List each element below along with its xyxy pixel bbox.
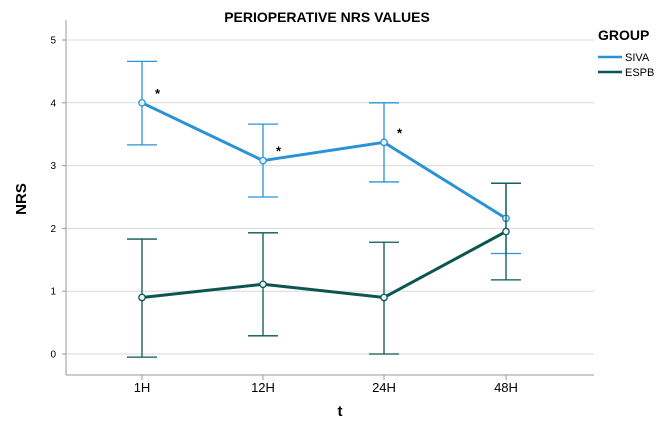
significance-marker: *: [276, 144, 282, 159]
data-point: [380, 138, 388, 147]
series-line: [141, 230, 507, 299]
x-tick-label: 12H: [251, 380, 275, 395]
legend-label-espb: ESPB: [625, 67, 654, 79]
y-tick-label: 3: [50, 161, 56, 172]
data-point: [138, 98, 146, 107]
series-espb: [127, 182, 521, 358]
data-point: [259, 156, 267, 165]
data-point: [380, 293, 388, 302]
y-tick-label: 2: [50, 224, 56, 235]
data-point: [259, 280, 267, 289]
gridlines: [66, 39, 594, 355]
data-point: [502, 227, 510, 236]
significance-marker: *: [397, 125, 403, 140]
significance-marker: *: [155, 86, 161, 101]
y-tick-label: 1: [50, 287, 56, 298]
y-ticks: 0 1 2 3 4 5: [50, 36, 66, 361]
y-tick-label: 0: [50, 350, 56, 361]
x-tick-label: 48H: [494, 380, 518, 395]
x-axis-label: t: [338, 403, 343, 420]
y-axis-label: NRS: [13, 183, 30, 215]
x-tick-label: 24H: [372, 380, 396, 395]
legend: GROUP SIVA ESPB: [598, 27, 654, 79]
y-tick-label: 5: [50, 36, 56, 47]
y-tick-label: 4: [50, 98, 56, 109]
x-ticks: 1H 12H 24H 48H: [134, 375, 518, 395]
data-point: [138, 293, 146, 302]
chart-title: PERIOPERATIVE NRS VALUES: [224, 9, 430, 25]
legend-label-siva: SIVA: [625, 52, 650, 64]
series-layer: [127, 60, 521, 358]
series-line: [141, 101, 507, 220]
x-tick-label: 1H: [134, 380, 151, 395]
series-siva: [127, 60, 521, 255]
annotations: * * *: [155, 86, 403, 159]
legend-title: GROUP: [598, 27, 649, 43]
